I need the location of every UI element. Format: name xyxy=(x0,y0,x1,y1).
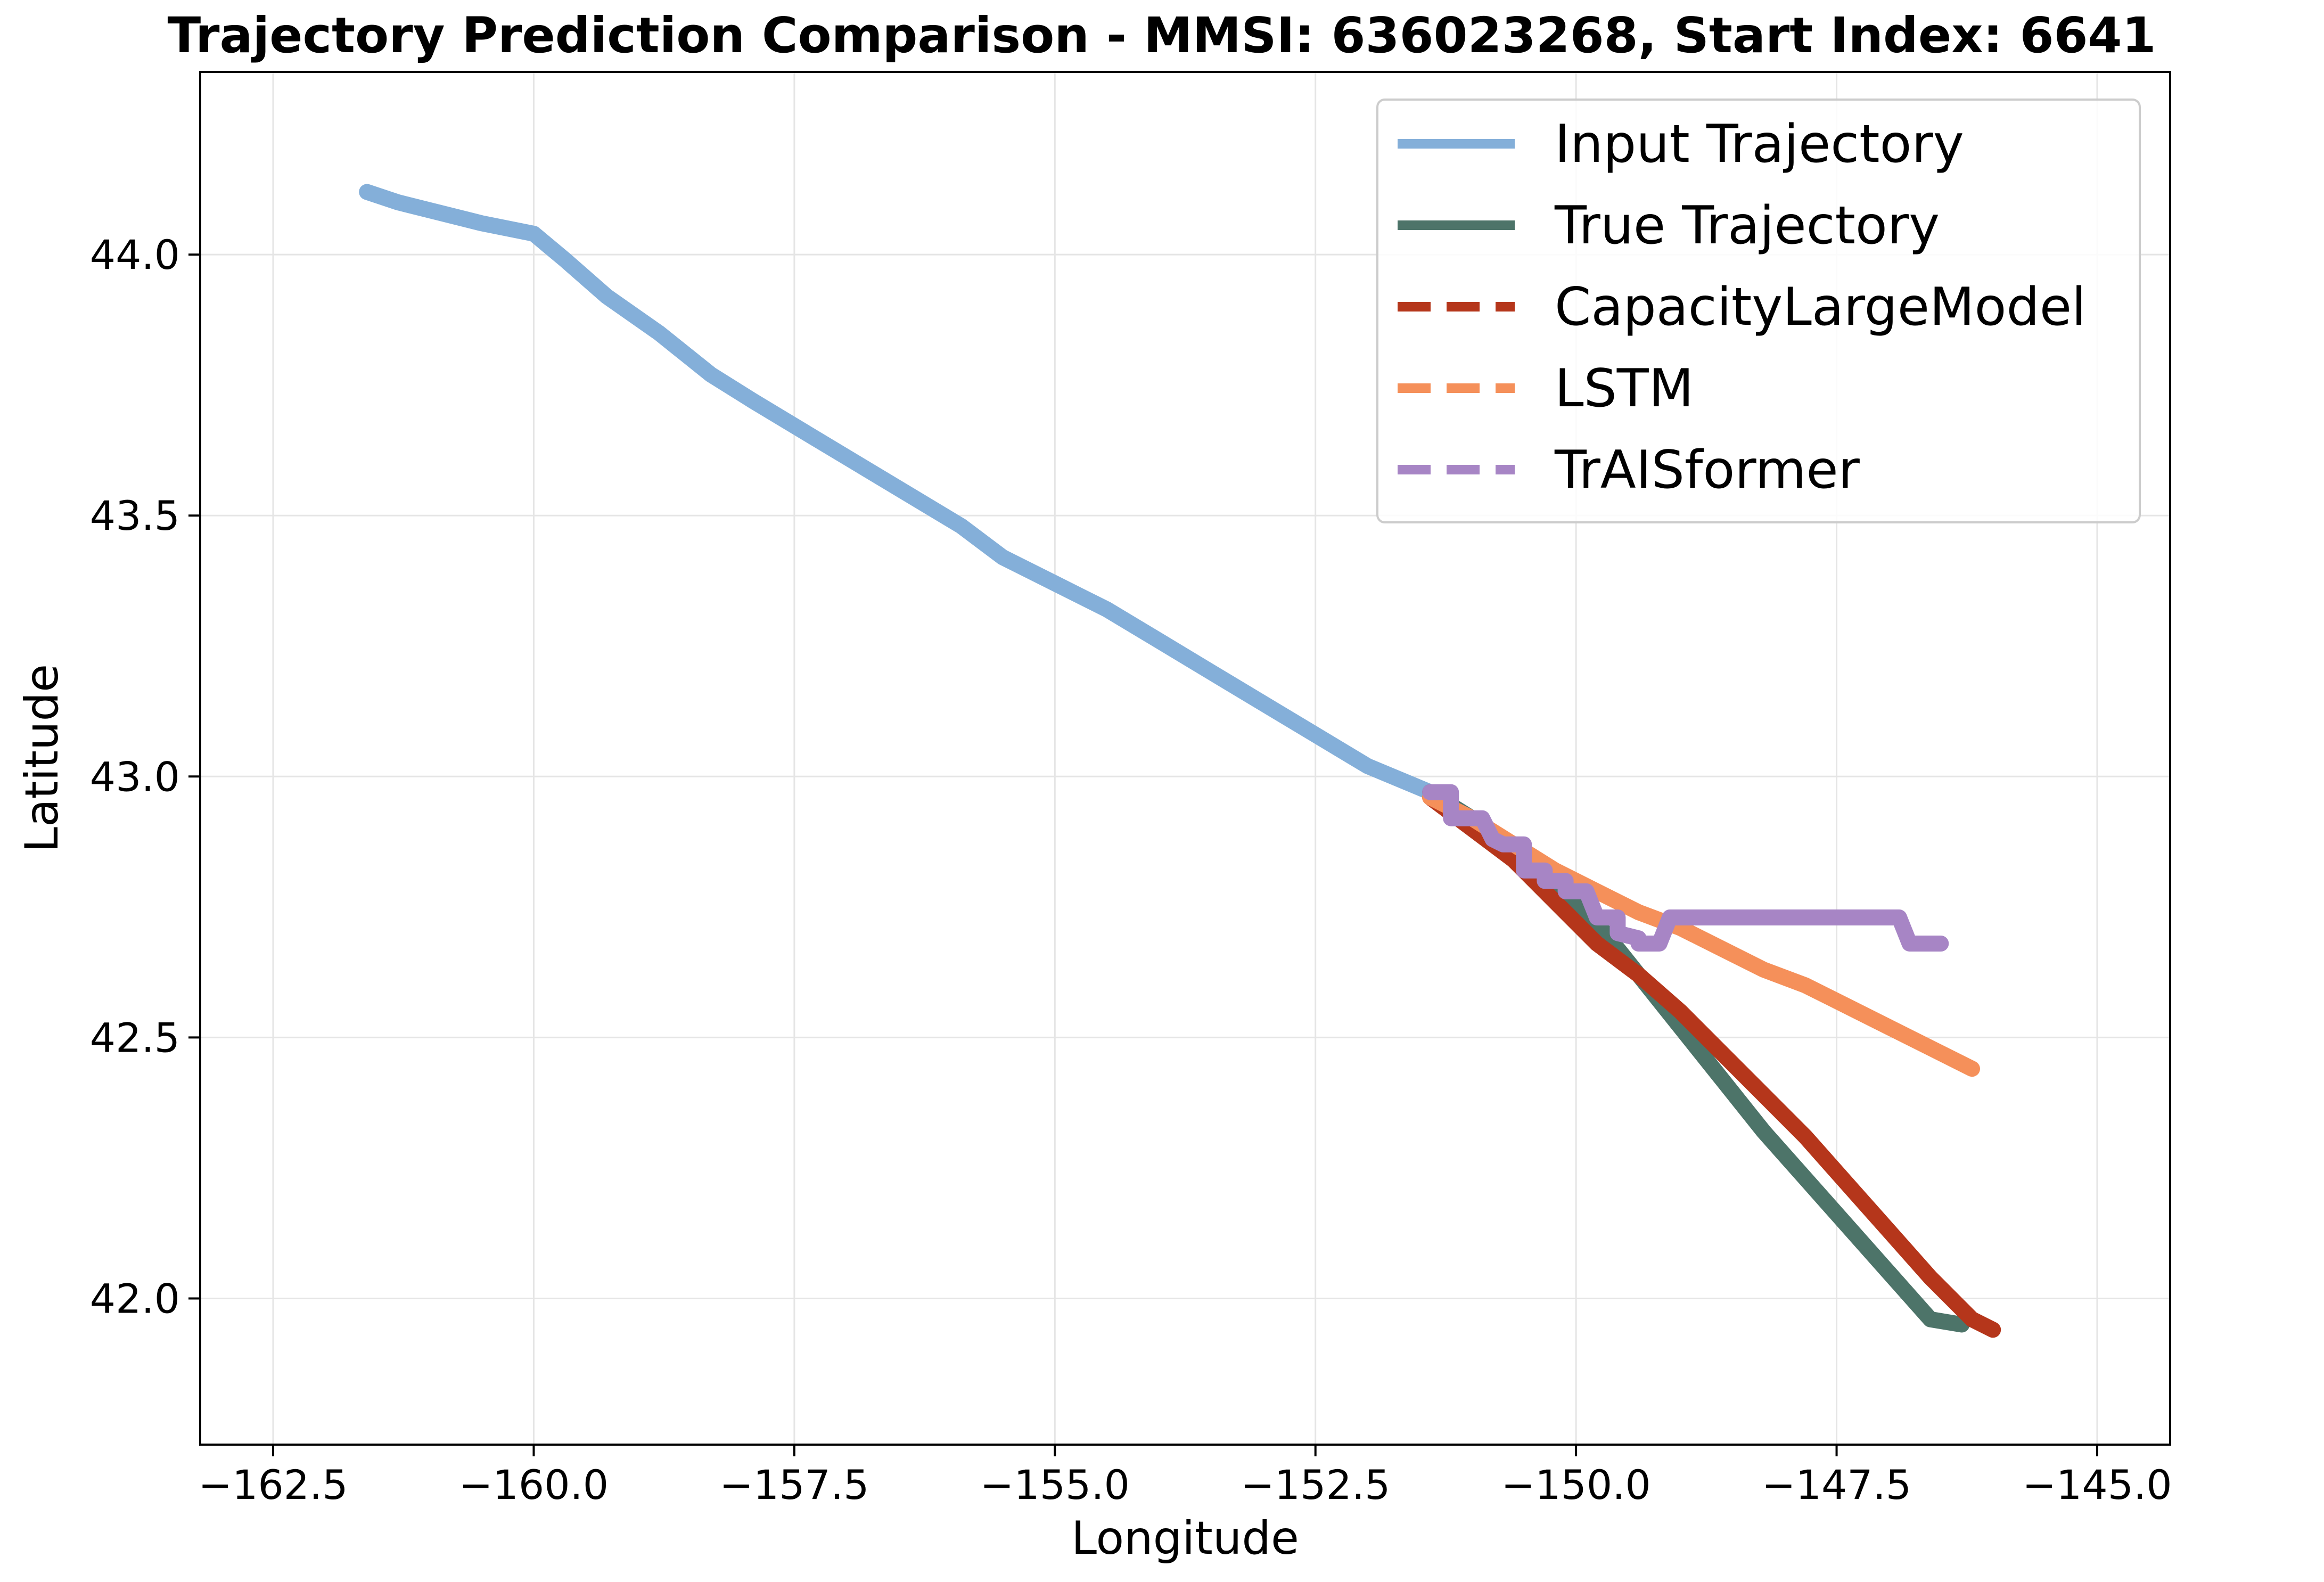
y-tick-label: 43.0 xyxy=(90,753,180,800)
legend-label-input-trajectory: Input Trajectory xyxy=(1555,114,1964,175)
x-tick-label: −150.0 xyxy=(1501,1461,1650,1509)
legend-box xyxy=(1376,99,2141,523)
x-tick-label: −162.5 xyxy=(198,1461,348,1509)
legend-label-traisformer: TrAISformer xyxy=(1554,440,1860,501)
legend-label-lstm: LSTM xyxy=(1555,358,1694,419)
y-axis-ticks: 42.0 42.5 43.0 43.5 44.0 xyxy=(90,231,200,1323)
x-axis-label: Longitude xyxy=(1071,1512,1299,1565)
x-tick-label: −145.0 xyxy=(2022,1461,2172,1509)
y-tick-label: 43.5 xyxy=(90,492,180,539)
y-tick-label: 42.0 xyxy=(90,1275,180,1323)
legend-label-capacitylargemodel: CapacityLargeModel xyxy=(1555,277,2086,338)
x-tick-label: −157.5 xyxy=(719,1461,869,1509)
x-tick-label: −155.0 xyxy=(980,1461,1130,1509)
series-true-trajectory xyxy=(1422,784,1970,1333)
x-tick-label: −152.5 xyxy=(1241,1461,1390,1509)
x-tick-label: −147.5 xyxy=(1762,1461,1911,1509)
x-axis-ticks: −162.5 −160.0 −157.5 −155.0 −152.5 −150.0 −147… xyxy=(198,1445,2172,1509)
y-tick-label: 44.0 xyxy=(90,231,180,278)
series-input-trajectory xyxy=(359,184,1439,800)
chart-title: Trajectory Prediction Comparison - MMSI:… xyxy=(167,7,2156,64)
y-axis-label: Latitude xyxy=(15,664,69,853)
legend: Input Trajectory True Trajectory CapacityL… xyxy=(1376,99,2141,523)
plot-frame xyxy=(199,71,2171,1446)
series-traisformer xyxy=(1422,784,1949,952)
y-tick-label: 42.5 xyxy=(90,1014,180,1061)
series-layer xyxy=(359,184,2001,1338)
legend-label-true-trajectory: True Trajectory xyxy=(1554,195,1940,256)
x-tick-label: −160.0 xyxy=(459,1461,609,1509)
